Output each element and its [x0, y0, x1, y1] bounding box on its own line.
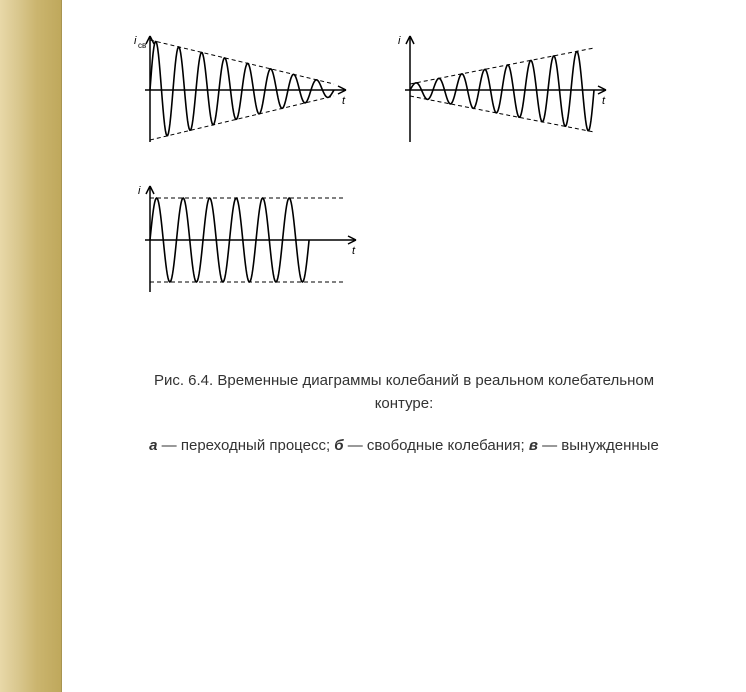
svg-text:i: i	[138, 185, 141, 197]
legend-a-text: — переходный процесс;	[158, 437, 335, 454]
caption-text: Временные диаграммы колебаний в реальном…	[217, 372, 654, 412]
svg-text:t: t	[342, 95, 346, 107]
chart-c-forced: it	[132, 180, 362, 305]
caption-prefix: Рис. 6.4.	[154, 372, 217, 389]
legend-b-text: — свободные колебания;	[344, 437, 529, 454]
decorative-sidebar	[0, 0, 62, 692]
legend-a-key: а	[149, 437, 157, 454]
figure-caption: Рис. 6.4. Временные диаграммы колебаний …	[102, 370, 706, 415]
figure-legend: а — переходный процесс; б — свободные ко…	[102, 437, 706, 454]
legend-v-text: — вынужденные	[538, 437, 659, 454]
legend-v-key: в	[529, 437, 538, 454]
svg-text:t: t	[352, 245, 356, 257]
chart-a-damped: iсв t	[132, 30, 352, 155]
legend-b-key: б	[334, 437, 343, 454]
svg-text:св: св	[138, 41, 146, 50]
svg-text:i: i	[134, 35, 137, 47]
diagram-area: iсвt it it	[112, 30, 672, 340]
svg-text:t: t	[602, 95, 606, 107]
chart-b-free: it	[392, 30, 612, 155]
svg-text:i: i	[398, 35, 401, 47]
slide-content: iсвt it it Рис. 6.4. Временные диаграммы…	[62, 0, 746, 692]
